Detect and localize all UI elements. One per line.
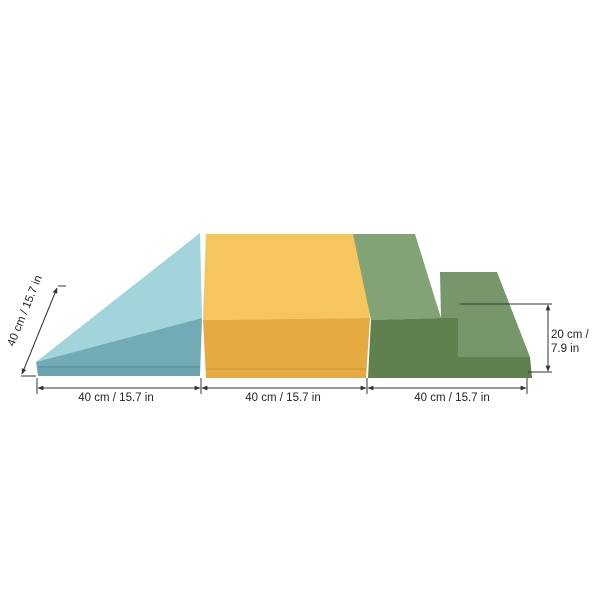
wedge-side-face <box>36 318 202 376</box>
steps-tall-top <box>353 234 441 320</box>
wedge-block <box>36 233 202 376</box>
wedge-top-face <box>36 233 202 362</box>
cube-top-face <box>203 234 370 320</box>
cube-block <box>203 234 370 378</box>
cube-width-label: 40 cm / 15.7 in <box>245 392 320 404</box>
wedge-width-label: 40 cm / 15.7 in <box>78 392 153 404</box>
steps-width-label: 40 cm / 15.7 in <box>414 392 489 404</box>
step-height-label-line1: 20 cm / <box>551 329 590 341</box>
step-height-label-line2: 7.9 in <box>551 343 579 355</box>
cube-front-face <box>203 318 370 378</box>
width-dimension-lines <box>36 378 528 394</box>
steps-tall-front <box>368 318 532 378</box>
steps-block <box>353 234 532 378</box>
steps-low-top <box>440 272 530 357</box>
depth-dimension-lines <box>21 285 66 377</box>
wedge-depth-label: 40 cm / 15.7 in <box>6 274 45 348</box>
height-dimension-lines <box>460 303 552 373</box>
wedge-base-band <box>38 366 200 376</box>
